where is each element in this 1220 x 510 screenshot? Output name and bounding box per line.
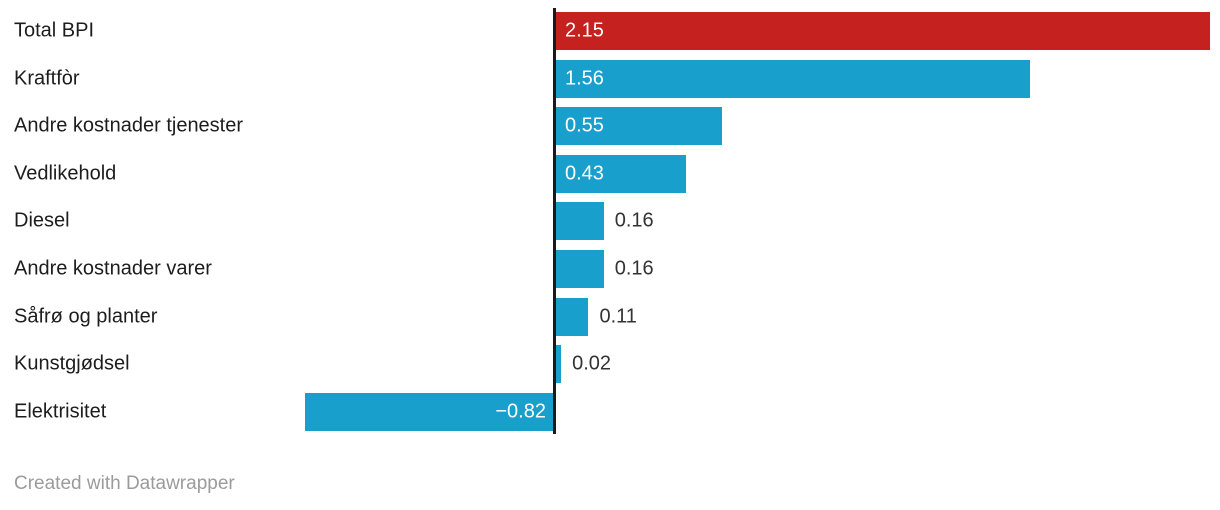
value-label: 2.15: [565, 19, 604, 42]
category-label: Såfrø og planter: [14, 305, 158, 328]
value-label: 1.56: [565, 67, 604, 90]
category-label: Andre kostnader tjenester: [14, 114, 244, 137]
bar-andre-kostnader-varer: 0.16: [555, 250, 654, 288]
value-label: 0.11: [599, 305, 637, 328]
value-label: 0.55: [565, 114, 604, 137]
category-label: Kunstgjødsel: [14, 352, 130, 375]
chart-row: Diesel 0.16: [0, 202, 1220, 241]
chart-row: Kunstgjødsel 0.02: [0, 345, 1220, 384]
value-label: 0.16: [614, 209, 654, 232]
category-label: Kraftfòr: [14, 67, 80, 90]
chart-row: Elektrisitet −0.82: [0, 392, 1220, 431]
value-label: −0.82: [495, 400, 546, 423]
chart-row: Andre kostnader varer 0.16: [0, 250, 1220, 288]
chart-row: Total BPI 2.15: [0, 12, 1220, 50]
chart-row: Såfrø og planter 0.11: [0, 297, 1220, 336]
bar-kunstgjodsel: 0.02: [555, 345, 611, 384]
bar-andre-kostnader-tjenester: 0.55: [555, 107, 723, 146]
bar-safro-og-planter: 0.11: [555, 297, 637, 336]
bar-vedlikehold: 0.43: [555, 154, 686, 193]
bar-elektrisitet: −0.82: [305, 392, 555, 431]
bar-kraftfor: 1.56: [555, 59, 1031, 98]
chart-row: Andre kostnader tjenester 0.55: [0, 107, 1220, 146]
category-label: Andre kostnader varer: [14, 257, 212, 280]
category-label: Vedlikehold: [14, 162, 117, 185]
value-label: 0.43: [565, 162, 604, 185]
category-label: Total BPI: [14, 19, 95, 42]
zero-axis-line: [553, 8, 556, 434]
bar-total-bpi: 2.15: [555, 12, 1210, 50]
datawrapper-credit-link[interactable]: Created with Datawrapper: [14, 473, 235, 494]
bar-diesel: 0.16: [555, 202, 654, 241]
value-label: 0.16: [614, 257, 654, 280]
chart-row: Kraftfòr 1.56: [0, 59, 1220, 98]
category-label: Diesel: [14, 209, 70, 232]
value-label: 0.02: [572, 352, 612, 375]
category-label: Elektrisitet: [14, 400, 107, 423]
chart-row: Vedlikehold 0.43: [0, 154, 1220, 193]
